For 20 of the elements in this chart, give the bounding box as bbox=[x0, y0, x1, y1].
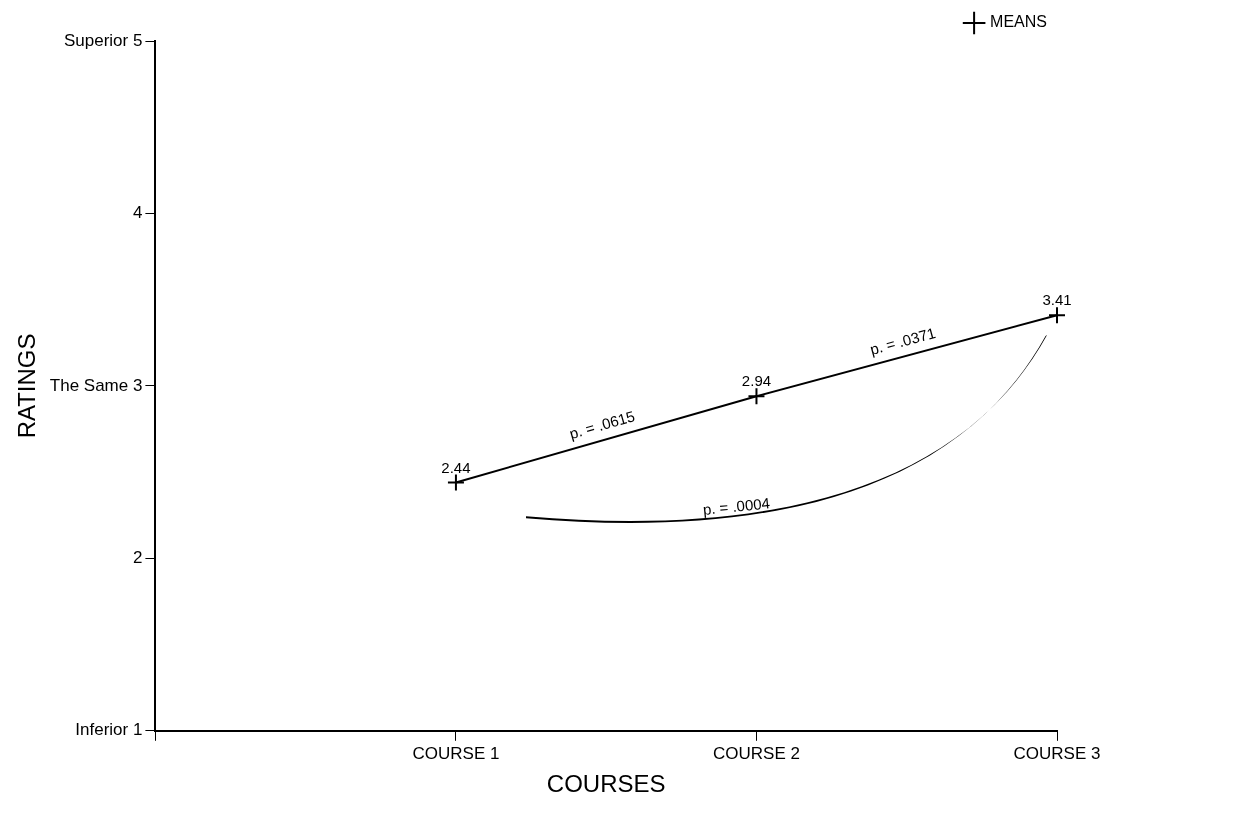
data-label: 3.41 bbox=[1042, 291, 1072, 309]
point bbox=[747, 387, 766, 406]
data-label: 2.94 bbox=[741, 372, 772, 390]
data-label: 2.44 bbox=[441, 458, 471, 476]
legend-label: MEANS bbox=[990, 13, 1048, 31]
y-tick-label: Inferior 1 bbox=[75, 720, 143, 740]
x-tick-label: COURSE 2 bbox=[713, 743, 800, 763]
y-tick-label: 2 bbox=[132, 548, 143, 568]
annotation: p. = .0371 bbox=[868, 323, 938, 358]
x-tick-label: COURSE 3 bbox=[1013, 743, 1101, 763]
point bbox=[1048, 306, 1066, 325]
x-axis-title: COURSES bbox=[546, 770, 666, 798]
annotation: p. = .0615 bbox=[567, 407, 637, 443]
annotation: p. = .0004 bbox=[702, 494, 771, 518]
y-tick-label: 4 bbox=[132, 203, 143, 223]
y-tick-label: The Same 3 bbox=[49, 375, 143, 395]
y-axis-title: RATINGS bbox=[13, 333, 41, 439]
y-tick-label: Superior 5 bbox=[63, 30, 143, 50]
point bbox=[446, 473, 465, 492]
x-tick-label: COURSE 1 bbox=[412, 743, 500, 763]
